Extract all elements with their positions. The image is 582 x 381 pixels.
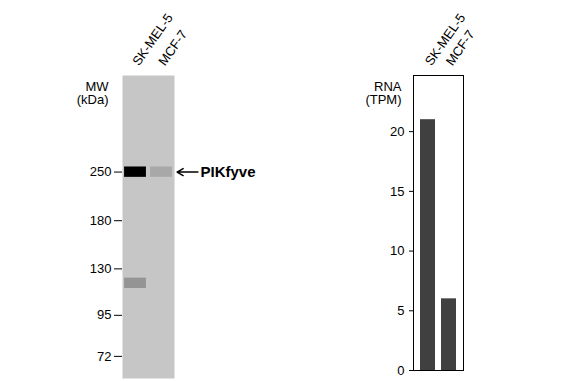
svg-text:RNA(TPM): RNA(TPM) bbox=[365, 79, 401, 107]
svg-text:250: 250 bbox=[90, 164, 112, 179]
svg-text:SK-MEL-5: SK-MEL-5 bbox=[129, 10, 176, 69]
svg-text:5: 5 bbox=[397, 303, 404, 318]
svg-text:10: 10 bbox=[390, 243, 404, 258]
svg-text:72: 72 bbox=[97, 349, 111, 364]
svg-text:130: 130 bbox=[90, 261, 112, 276]
svg-text:MW(kDa): MW(kDa) bbox=[77, 79, 110, 107]
svg-text:0: 0 bbox=[397, 363, 404, 378]
svg-text:SK-MEL-5: SK-MEL-5 bbox=[421, 10, 469, 69]
svg-text:PIKfyve: PIKfyve bbox=[201, 163, 256, 180]
svg-text:MCF-7: MCF-7 bbox=[443, 27, 478, 68]
svg-text:20: 20 bbox=[390, 124, 404, 139]
svg-text:180: 180 bbox=[90, 213, 112, 228]
svg-text:MCF-7: MCF-7 bbox=[155, 27, 190, 68]
svg-text:15: 15 bbox=[390, 184, 404, 199]
svg-text:95: 95 bbox=[97, 307, 111, 322]
